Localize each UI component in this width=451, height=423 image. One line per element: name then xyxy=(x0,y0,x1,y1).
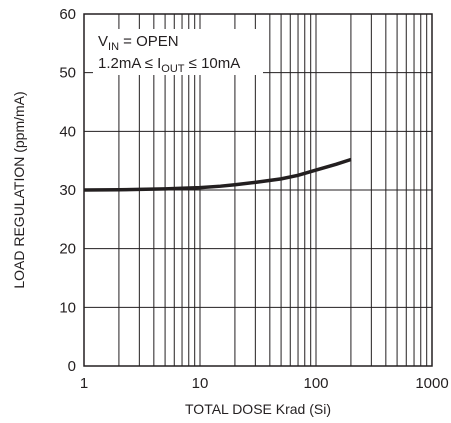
y-tick-label: 0 xyxy=(68,358,76,375)
x-tick-labels: 1 10 100 1000 xyxy=(80,375,449,392)
annotation-line-2: 1.2mA ≤ IOUT ≤ 10mA xyxy=(98,55,240,75)
y-tick-label: 20 xyxy=(59,241,76,258)
x-tick-label: 10 xyxy=(192,375,209,392)
annotation-line-1: VIN = OPEN xyxy=(98,33,179,53)
y-tick-label: 10 xyxy=(59,299,76,316)
y-tick-label: 60 xyxy=(59,6,76,23)
y-tick-label: 40 xyxy=(59,123,76,140)
y-tick-label: 30 xyxy=(59,182,76,199)
x-tick-label: 100 xyxy=(303,375,328,392)
series-line xyxy=(83,157,352,192)
x-tick-label: 1 xyxy=(80,375,88,392)
y-tick-label: 50 xyxy=(59,65,76,82)
y-axis-title: LOAD REGULATION (ppm/mA) xyxy=(11,91,27,288)
plot-frame xyxy=(83,13,433,367)
x-axis-title: TOTAL DOSE Krad (Si) xyxy=(185,401,331,417)
annotation-background xyxy=(93,29,263,75)
x-tick-label: 1000 xyxy=(415,375,448,392)
y-tick-labels: 0 10 20 30 40 50 60 xyxy=(59,6,76,375)
series-lines xyxy=(83,157,352,192)
